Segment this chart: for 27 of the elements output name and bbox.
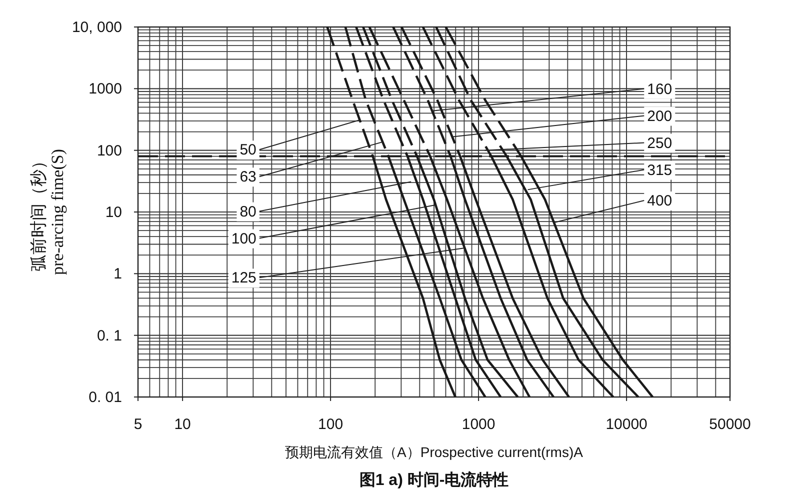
x-tick: 50000 xyxy=(709,416,751,433)
ylabel: 弧前时间（秒） xyxy=(29,152,48,272)
label: 125 xyxy=(231,270,256,287)
label: 315 xyxy=(647,162,672,179)
label: 400 xyxy=(647,192,672,210)
xlabel: 预期电流有效值（A）Prospective current(rms)A xyxy=(285,444,583,460)
label: 160 xyxy=(647,80,672,98)
title: 图1 a) 时间-电流特性 xyxy=(359,472,509,489)
label: 200 xyxy=(647,108,672,125)
x-tick: 10000 xyxy=(606,416,648,433)
y-tick: 1000 xyxy=(88,80,122,98)
x-tick: 5 xyxy=(134,416,142,433)
x-tick: 10 xyxy=(174,416,191,433)
y-tick: 0. 1 xyxy=(96,327,122,344)
x-tick: 100 xyxy=(318,416,344,433)
ylabel: pre-arcing fime(S) xyxy=(48,148,67,276)
label: 100 xyxy=(231,230,256,248)
label: 50 xyxy=(240,142,256,159)
x-tick: 1000 xyxy=(462,416,496,433)
y-tick: 10, 000 xyxy=(72,19,122,36)
label: 80 xyxy=(240,203,256,220)
y-tick: 10 xyxy=(105,204,122,221)
y-tick: 1 xyxy=(114,266,122,283)
label: 250 xyxy=(647,134,672,152)
y-tick: 0. 01 xyxy=(88,389,122,406)
y-tick: 100 xyxy=(96,142,122,160)
label: 63 xyxy=(240,168,256,186)
